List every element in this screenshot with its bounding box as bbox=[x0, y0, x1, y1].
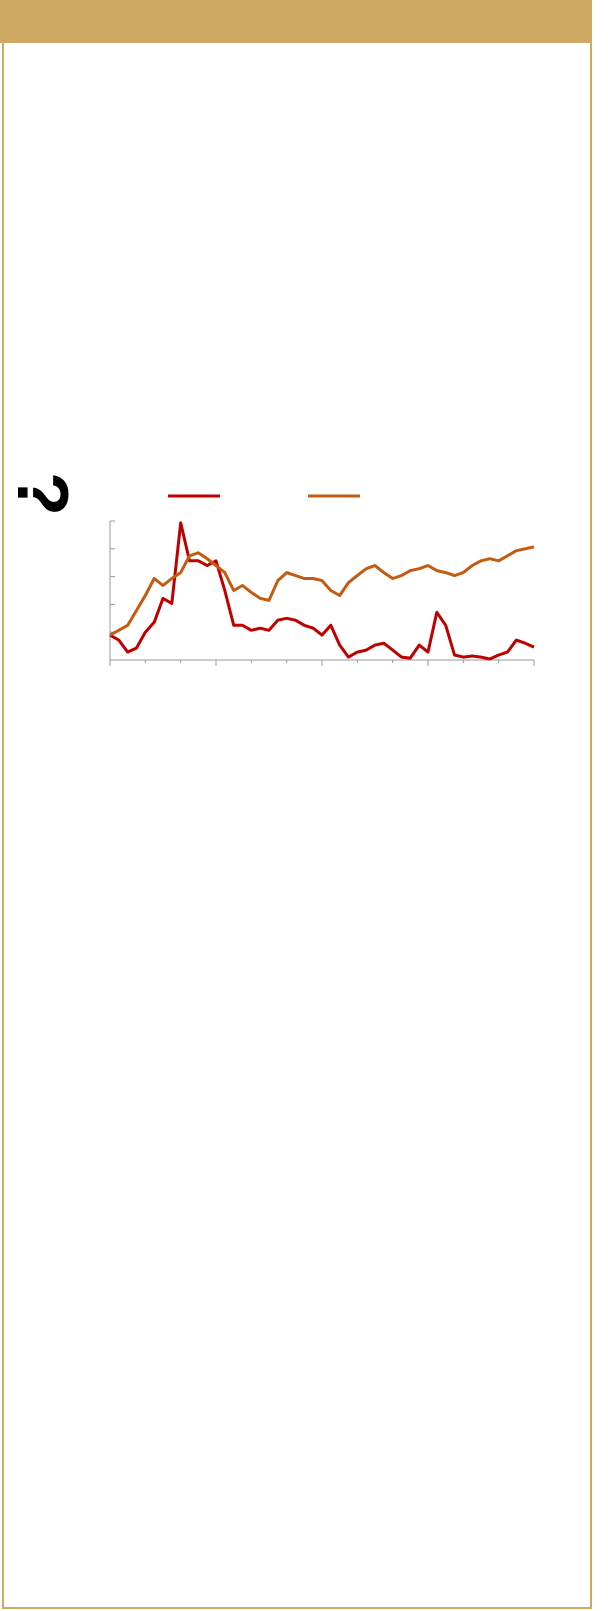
series-line bbox=[109, 521, 535, 661]
series-line bbox=[109, 545, 535, 637]
header-bar bbox=[0, 0, 590, 43]
frame bbox=[2, 0, 592, 1609]
